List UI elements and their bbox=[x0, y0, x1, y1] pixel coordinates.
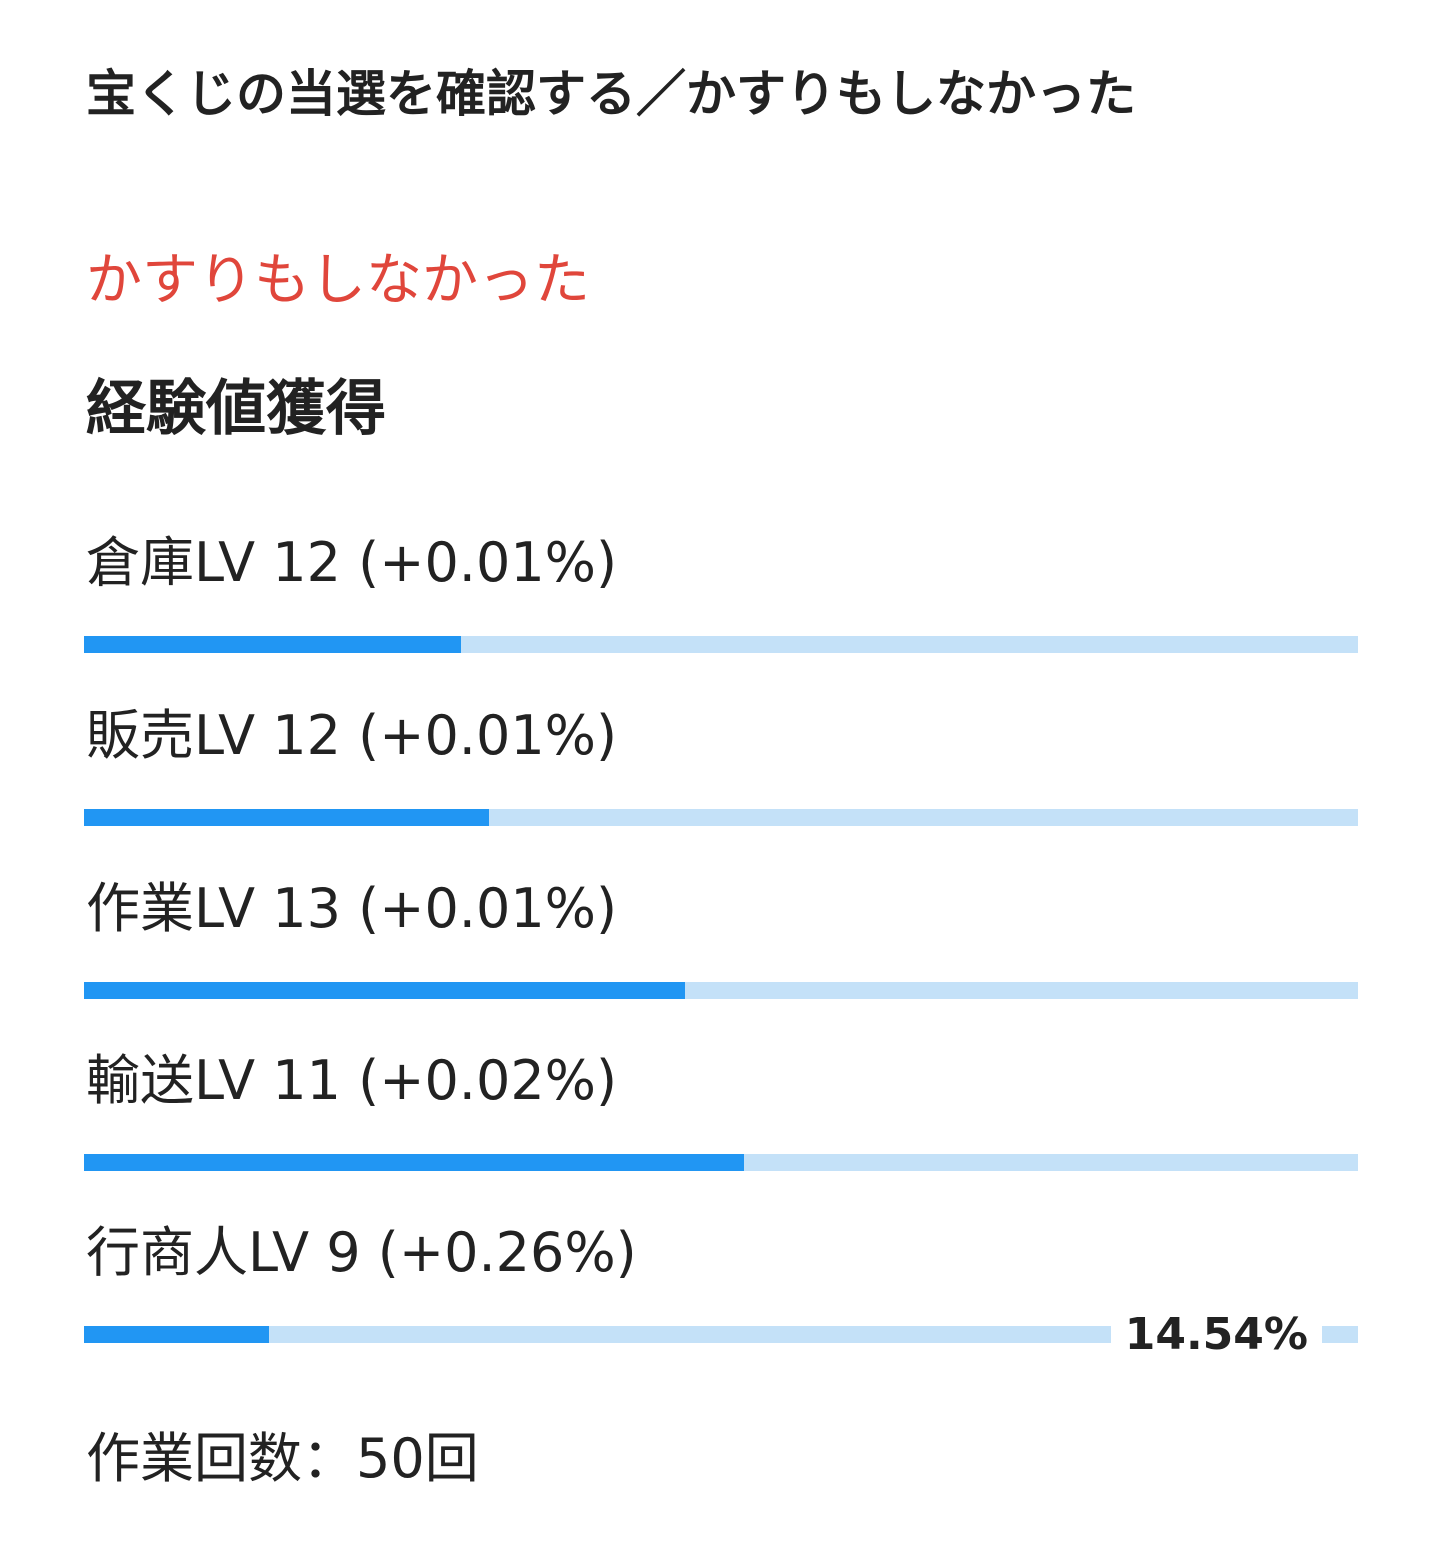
page-title: 宝くじの当選を確認する／かすりもしなかった bbox=[86, 65, 1136, 123]
progress-bar-peddler: 14.54% bbox=[84, 1308, 1358, 1361]
progress-bar-work bbox=[84, 982, 1358, 999]
skill-label-warehouse: 倉庫LV 12 (+0.01%) bbox=[86, 531, 618, 594]
skill-label-transport: 輸送LV 11 (+0.02%) bbox=[86, 1049, 618, 1112]
progress-fill-work bbox=[84, 982, 686, 999]
progress-bar-sales bbox=[84, 809, 1358, 826]
skill-label-sales: 販売LV 12 (+0.01%) bbox=[86, 704, 618, 767]
skill-label-work: 作業LV 13 (+0.01%) bbox=[86, 877, 618, 940]
progress-fill-peddler bbox=[84, 1326, 270, 1343]
work-count: 作業回数：50回 bbox=[86, 1427, 479, 1490]
progress-bar-transport bbox=[84, 1154, 1358, 1171]
experience-heading: 経験値獲得 bbox=[86, 374, 386, 444]
progress-bar-warehouse bbox=[84, 636, 1358, 653]
lottery-result-text: かすりもしなかった bbox=[86, 248, 590, 313]
progress-fill-warehouse bbox=[84, 636, 462, 653]
progress-percent-peddler: 14.54% bbox=[1110, 1308, 1322, 1361]
skill-label-peddler: 行商人LV 9 (+0.26%) bbox=[86, 1221, 637, 1284]
progress-fill-transport bbox=[84, 1154, 744, 1171]
progress-fill-sales bbox=[84, 809, 490, 826]
